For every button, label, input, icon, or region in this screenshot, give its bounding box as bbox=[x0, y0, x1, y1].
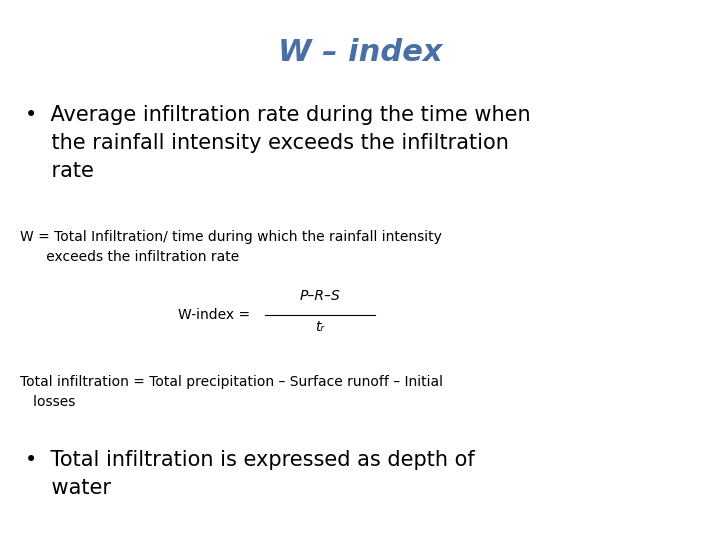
Text: tᵣ: tᵣ bbox=[315, 320, 325, 334]
Text: losses: losses bbox=[20, 395, 76, 409]
Text: exceeds the infiltration rate: exceeds the infiltration rate bbox=[20, 250, 239, 264]
Text: W-index =: W-index = bbox=[179, 308, 255, 322]
Text: •  Total infiltration is expressed as depth of: • Total infiltration is expressed as dep… bbox=[25, 450, 474, 470]
Text: the rainfall intensity exceeds the infiltration: the rainfall intensity exceeds the infil… bbox=[25, 133, 509, 153]
Text: rate: rate bbox=[25, 161, 94, 181]
Text: W = Total Infiltration/ time during which the rainfall intensity: W = Total Infiltration/ time during whic… bbox=[20, 230, 442, 244]
Text: •  Average infiltration rate during the time when: • Average infiltration rate during the t… bbox=[25, 105, 531, 125]
Text: W – index: W – index bbox=[278, 38, 442, 67]
Text: Total infiltration = Total precipitation – Surface runoff – Initial: Total infiltration = Total precipitation… bbox=[20, 375, 443, 389]
Text: P–R–S: P–R–S bbox=[300, 289, 341, 303]
Text: water: water bbox=[25, 478, 111, 498]
